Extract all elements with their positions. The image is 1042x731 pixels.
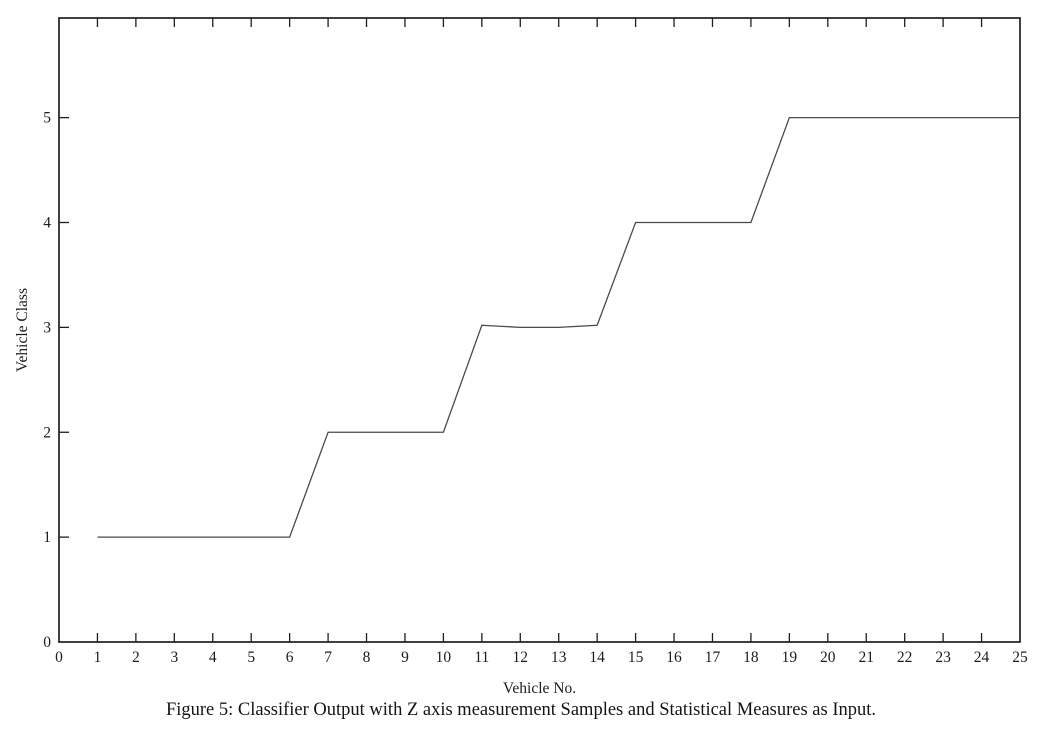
- x-axis-tick-label: 10: [436, 649, 452, 666]
- y-axis-tick-label: 3: [43, 319, 51, 336]
- y-axis-tick-label: 2: [43, 424, 51, 441]
- y-axis-tick-label: 0: [43, 634, 51, 651]
- x-axis-tick-label: 2: [132, 649, 140, 666]
- x-axis-tick-label: 18: [743, 649, 759, 666]
- x-axis-tick-label: 0: [55, 649, 63, 666]
- y-axis-tick-label: 1: [43, 529, 51, 546]
- x-axis-tick-label: 23: [935, 649, 951, 666]
- x-axis-tick-label: 25: [1012, 649, 1028, 666]
- x-axis-tick-label: 4: [209, 649, 217, 666]
- plot-border: [58, 17, 1021, 643]
- x-axis-tick-label: 6: [286, 649, 294, 666]
- x-axis-tick-label: 22: [897, 649, 913, 666]
- x-axis-tick-label: 20: [820, 649, 836, 666]
- x-axis-tick-label: 17: [705, 649, 721, 666]
- y-axis-tick-label: 4: [43, 215, 51, 232]
- x-axis-tick-label: 14: [589, 649, 605, 666]
- x-axis-tick-label: 21: [858, 649, 874, 666]
- x-axis-tick-label: 8: [363, 649, 371, 666]
- x-axis-tick-label: 13: [551, 649, 567, 666]
- x-axis-tick-label: 9: [401, 649, 409, 666]
- y-axis-tick-label: 5: [43, 110, 51, 127]
- x-axis-tick-label: 7: [324, 649, 332, 666]
- x-axis-tick-label: 16: [666, 649, 682, 666]
- x-axis-tick-label: 1: [94, 649, 102, 666]
- x-axis-tick-label: 12: [513, 649, 529, 666]
- x-axis-tick-label: 24: [974, 649, 990, 666]
- x-axis-tick-label: 3: [170, 649, 178, 666]
- x-axis-label: Vehicle No.: [503, 680, 576, 697]
- figure-caption: Figure 5: Classifier Output with Z axis …: [165, 700, 877, 720]
- x-axis-tick-label: 11: [474, 649, 489, 666]
- chart-svg: 0 1 2 3 4 5 6 7 8 9 10 11 12 13 14 15 16 17 18 19 20 21 22 23 24…: [14, 17, 1028, 697]
- x-axis-tick-label: 19: [782, 649, 798, 666]
- x-axis-tick-label: 5: [247, 649, 255, 666]
- y-axis-label: Vehicle Class: [14, 288, 31, 372]
- x-axis-tick-label: 15: [628, 649, 644, 666]
- classifier-output-line: [97, 116, 1020, 538]
